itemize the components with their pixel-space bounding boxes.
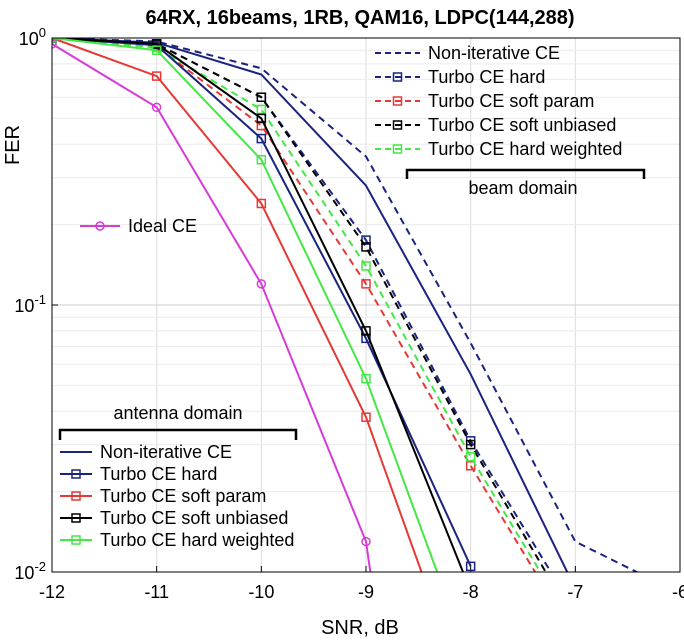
legend-beam-domain: Non-iterative CE Turbo CE hard Turbo CE so… — [375, 43, 622, 159]
antenna-domain-bracket — [58, 428, 298, 440]
data-point-beam-turbo-ce-hard-weighted — [256, 104, 267, 115]
legend-label-beam-turbo-ce-soft-param: Turbo CE soft param — [428, 91, 594, 111]
data-point-beam-turbo-ce-soft-unbiased — [361, 242, 371, 252]
series-antenna-turbo-ce-soft-unbiased — [52, 38, 465, 572]
y-axis-label: FER — [2, 125, 24, 165]
x-tick-label: -7 — [567, 582, 583, 602]
data-point-beam-turbo-ce-soft-unbiased — [465, 439, 476, 450]
legend-ideal: Ideal CE — [80, 216, 197, 236]
y-tick-label: 100 — [19, 25, 46, 49]
series-beam-non-iterative-ce — [52, 38, 639, 572]
x-axis-label: SNR, dB — [321, 617, 399, 639]
data-point-beam-turbo-ce-hard-weighted — [361, 261, 371, 271]
series-line-ideal-ideal-ce — [52, 43, 372, 572]
legend-label-antenna-turbo-ce-soft-unbiased: Turbo CE soft unbiased — [100, 508, 288, 528]
series-line-antenna-turbo-ce-hard-weighted — [52, 38, 439, 572]
data-point-beam-turbo-ce-soft-unbiased — [256, 92, 267, 102]
data-point-antenna-turbo-ce-soft-unbiased — [361, 326, 371, 336]
legend-label-antenna-turbo-ce-soft-param: Turbo CE soft param — [100, 486, 266, 506]
data-point-beam-turbo-ce-hard-weighted — [465, 452, 476, 462]
beam-domain-bracket — [405, 168, 646, 179]
x-tick-label: -9 — [358, 582, 374, 602]
x-tick-labels: -12 -11 -10 -9 -8 -7 -6 — [39, 566, 684, 602]
series-line-beam-turbo-ce-hard-weighted — [52, 38, 542, 572]
x-tick-label: -11 — [144, 582, 169, 602]
y-tick-label: 10-2 — [14, 559, 46, 583]
legend-label-ideal-ideal-ce: Ideal CE — [128, 216, 197, 236]
legend-label-antenna-non-iterative-ce: Non-iterative CE — [100, 442, 232, 462]
legend-label-beam-turbo-ce-hard-weighted: Turbo CE hard weighted — [428, 139, 622, 159]
data-point-antenna-turbo-ce-hard-weighted — [151, 45, 162, 55]
legend-label-antenna-turbo-ce-hard: Turbo CE hard — [100, 464, 217, 484]
data-point-beam-turbo-ce-soft-param — [465, 461, 476, 471]
data-point-antenna-turbo-ce-soft-unbiased — [151, 39, 162, 49]
data-point-ideal-ideal-ce — [256, 279, 267, 289]
x-tick-label: -10 — [248, 582, 274, 602]
legend-label-beam-non-iterative-ce: Non-iterative CE — [428, 43, 560, 63]
legend-marker-antenna-turbo-ce-soft-unbiased — [71, 513, 81, 523]
series-line-antenna-turbo-ce-soft-param — [52, 38, 423, 572]
data-point-ideal-ideal-ce — [52, 39, 57, 49]
series-antenna-turbo-ce-hard-weighted — [52, 38, 439, 572]
legend-label-beam-turbo-ce-hard: Turbo CE hard — [428, 67, 545, 87]
series-line-antenna-turbo-ce-soft-unbiased — [52, 38, 465, 572]
legend-marker-antenna-turbo-ce-hard-weighted — [71, 535, 81, 545]
grid — [51, 38, 681, 573]
series-line-beam-non-iterative-ce — [52, 38, 639, 572]
legend-label-beam-turbo-ce-soft-unbiased: Turbo CE soft unbiased — [428, 115, 616, 135]
data-point-antenna-turbo-ce-hard — [256, 133, 267, 144]
data-point-antenna-turbo-ce-soft-unbiased — [256, 113, 267, 124]
series-antenna-turbo-ce-soft-param — [52, 38, 423, 572]
y-tick-label: 10-1 — [14, 292, 46, 316]
data-point-ideal-ideal-ce — [151, 102, 162, 113]
x-tick-label: -12 — [39, 582, 65, 602]
legend-marker-antenna-turbo-ce-soft-param — [71, 491, 81, 501]
data-point-antenna-turbo-ce-hard — [465, 561, 476, 572]
data-point-antenna-turbo-ce-soft-param — [256, 198, 267, 209]
beam-domain-label: beam domain — [468, 178, 577, 198]
data-point-antenna-turbo-ce-hard-weighted — [256, 154, 267, 165]
y-tick-labels: 100 10-1 10-2 — [14, 25, 58, 583]
legend-marker-ideal-ideal-ce — [95, 221, 105, 231]
legend-marker-beam-turbo-ce-hard — [392, 72, 403, 82]
x-tick-label: -8 — [463, 582, 479, 602]
data-point-antenna-turbo-ce-soft-param — [151, 71, 162, 81]
data-point-beam-turbo-ce-soft-param — [361, 279, 371, 289]
legend-marker-antenna-turbo-ce-hard — [71, 469, 81, 479]
series-layer — [52, 38, 639, 572]
antenna-domain-label: antenna domain — [113, 403, 242, 423]
chart-title: 64RX, 16beams, 1RB, QAM16, LDPC(144,288) — [145, 7, 574, 29]
legend-marker-beam-turbo-ce-hard-weighted — [392, 144, 403, 154]
data-point-antenna-turbo-ce-soft-param — [361, 412, 371, 422]
legend-label-antenna-turbo-ce-hard-weighted: Turbo CE hard weighted — [100, 530, 294, 550]
x-tick-label: -6 — [672, 582, 684, 602]
series-ideal-ideal-ce — [52, 39, 372, 572]
data-point-antenna-turbo-ce-hard-weighted — [361, 373, 371, 384]
legend-marker-beam-turbo-ce-soft-param — [392, 96, 403, 106]
data-point-ideal-ideal-ce — [361, 536, 371, 547]
plot-frame — [51, 37, 681, 573]
legend-marker-beam-turbo-ce-soft-unbiased — [392, 120, 403, 130]
